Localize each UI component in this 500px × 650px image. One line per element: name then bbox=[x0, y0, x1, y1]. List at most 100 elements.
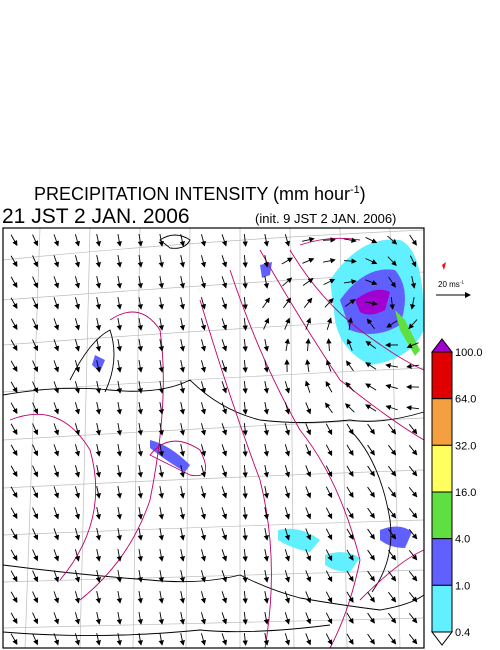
wind-arrow bbox=[408, 613, 418, 624]
wind-arrow bbox=[263, 612, 269, 625]
wind-arrow bbox=[242, 338, 248, 352]
colorbar-label: 32.0 bbox=[455, 440, 476, 452]
wind-arrow bbox=[323, 258, 336, 264]
wind-arrow bbox=[263, 486, 269, 499]
wind-arrow bbox=[385, 404, 398, 411]
wind-arrow bbox=[242, 422, 248, 436]
wind-arrow bbox=[10, 591, 18, 604]
wind-arrow bbox=[305, 549, 312, 562]
wind-arrow bbox=[179, 612, 185, 625]
wind-arrow bbox=[263, 528, 269, 541]
wind-arrow bbox=[158, 360, 164, 373]
wind-arrow bbox=[263, 381, 269, 394]
wind-arrow bbox=[302, 257, 315, 264]
wind-arrow bbox=[322, 237, 336, 243]
wind-arrow bbox=[137, 234, 143, 247]
wind-arrow bbox=[284, 234, 291, 247]
lat-lon-grid bbox=[2, 227, 425, 649]
wind-arrow bbox=[387, 235, 398, 245]
wind-arrow bbox=[10, 255, 18, 268]
wind-arrow bbox=[158, 276, 164, 289]
wind-arrow bbox=[406, 363, 420, 369]
wind-arrow bbox=[158, 339, 164, 352]
wind-arrow bbox=[388, 549, 397, 561]
wind-arrow bbox=[116, 486, 122, 499]
wind-arrow bbox=[116, 570, 122, 583]
wind-arrow bbox=[74, 318, 81, 331]
wind-arrow bbox=[325, 507, 333, 520]
wind-arrow bbox=[346, 465, 354, 477]
wind-arrow bbox=[367, 612, 375, 624]
wind-arrow bbox=[116, 318, 122, 331]
wind-arrow bbox=[53, 255, 60, 268]
wind-arrow bbox=[74, 255, 81, 268]
wind-arrow bbox=[10, 297, 18, 310]
title: PRECIPITATION INTENSITY (mm hour-1) bbox=[34, 184, 366, 205]
wind-arrow bbox=[200, 423, 206, 436]
wind-arrow bbox=[179, 360, 185, 373]
wind-arrow bbox=[158, 591, 164, 604]
wind-arrow bbox=[95, 570, 101, 583]
wind-arrow bbox=[365, 340, 377, 349]
wind-arrow bbox=[346, 486, 354, 498]
wind-arrow bbox=[283, 297, 292, 309]
wind-arrow bbox=[305, 507, 312, 520]
wind-arrow bbox=[32, 360, 39, 373]
wind-arrow bbox=[95, 339, 101, 352]
wind-arrow bbox=[10, 318, 18, 331]
wind-arrow bbox=[408, 487, 418, 498]
wind-arrow bbox=[158, 549, 164, 562]
wind-arrow bbox=[388, 591, 397, 603]
wind-arrow bbox=[95, 507, 101, 520]
wind-arrow bbox=[32, 339, 39, 352]
wind-arrow bbox=[158, 423, 164, 436]
wind-arrow bbox=[367, 633, 375, 645]
wind-arrow bbox=[325, 549, 333, 562]
wind-arrow bbox=[325, 465, 333, 478]
wind-arrow bbox=[32, 276, 39, 289]
wind-arrow bbox=[305, 423, 312, 436]
wind-arrow bbox=[242, 443, 248, 457]
wind-arrow bbox=[32, 633, 39, 646]
wind-arrow bbox=[53, 486, 60, 499]
wind-arrow bbox=[408, 466, 418, 477]
wind-arrow bbox=[305, 591, 312, 604]
wind-arrow bbox=[346, 612, 354, 624]
wind-arrow bbox=[95, 318, 101, 331]
wind-arrow bbox=[95, 255, 101, 268]
wind-arrow bbox=[326, 317, 333, 330]
colorbar-box bbox=[431, 398, 453, 446]
wind-arrow bbox=[74, 591, 81, 604]
wind-arrow bbox=[10, 276, 18, 289]
wind-arrow bbox=[282, 277, 293, 287]
wind-arrow bbox=[367, 423, 375, 435]
wind-arrow bbox=[200, 570, 206, 583]
wind-arrow bbox=[367, 549, 375, 561]
wind-arrow bbox=[388, 486, 397, 498]
wind-arrow bbox=[74, 633, 81, 646]
wind-arrow bbox=[262, 297, 270, 309]
wind-arrow bbox=[10, 465, 18, 478]
wind-arrow bbox=[53, 360, 60, 373]
wind-arrow bbox=[53, 591, 60, 604]
wind-arrow bbox=[200, 297, 206, 310]
wind-arrow bbox=[325, 570, 333, 583]
wind-arrow bbox=[305, 465, 312, 478]
wind-arrow bbox=[242, 527, 248, 541]
wind-arrow bbox=[116, 591, 122, 604]
wind-arrow bbox=[325, 444, 333, 457]
wind-arrow bbox=[305, 570, 312, 583]
wind-arrow bbox=[325, 528, 333, 541]
wind-arrow bbox=[32, 297, 39, 310]
wind-arrow bbox=[158, 255, 164, 268]
wind-arrow bbox=[221, 402, 228, 415]
wind-arrow bbox=[365, 300, 378, 306]
wind-arrow bbox=[366, 318, 376, 330]
wind-arrow bbox=[95, 402, 101, 415]
wind-arrow bbox=[263, 549, 269, 562]
wind-arrow bbox=[284, 317, 291, 330]
wind-arrow bbox=[200, 486, 206, 499]
wind-arrow bbox=[343, 279, 357, 285]
wind-arrow bbox=[10, 612, 18, 625]
wind-arrow bbox=[74, 339, 81, 352]
